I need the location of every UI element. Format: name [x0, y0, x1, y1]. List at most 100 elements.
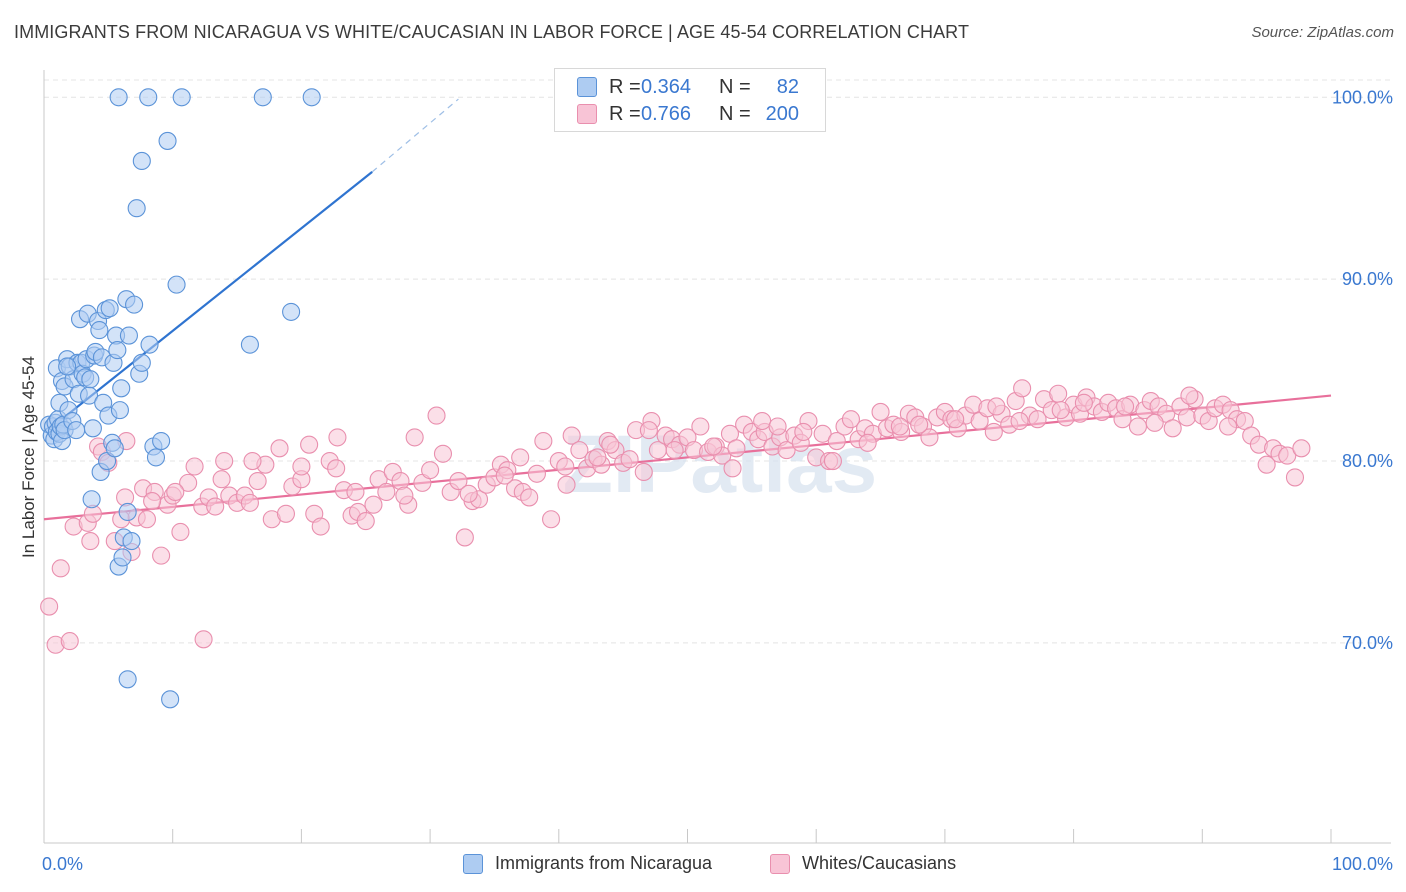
white-caucasian-point: [635, 463, 652, 480]
r-value: 0.766: [641, 103, 705, 126]
white-caucasian-point: [138, 511, 155, 528]
nicaragua-point: [173, 89, 190, 106]
white-caucasian-point: [891, 418, 908, 435]
nicaragua-point: [59, 358, 76, 375]
nicaragua-point: [119, 503, 136, 520]
white-caucasian-point: [144, 493, 161, 510]
white-caucasian-point: [406, 429, 423, 446]
nicaragua-point: [140, 89, 157, 106]
gridlines: [44, 80, 1391, 643]
white-caucasian-point: [621, 451, 638, 468]
legend-row-immigrants: R = 0.364 N = 82: [577, 75, 799, 99]
pink-swatch: [577, 104, 597, 124]
white-caucasian-point: [1129, 418, 1146, 435]
white-caucasian-point: [754, 413, 771, 430]
nicaragua-point: [109, 342, 126, 359]
white-caucasian-point: [1014, 380, 1031, 397]
white-caucasian-point: [947, 411, 964, 428]
white-caucasian-point: [1164, 420, 1181, 437]
white-caucasian-point: [241, 494, 258, 511]
nicaragua-point: [101, 300, 118, 317]
white-caucasian-point: [496, 467, 513, 484]
white-caucasian-point: [705, 438, 722, 455]
white-caucasian-point: [428, 407, 445, 424]
nicaragua-point: [110, 89, 127, 106]
y-tick-label: 70.0%: [1342, 633, 1393, 653]
white-caucasian-point: [207, 498, 224, 515]
n-label: N =: [719, 103, 753, 126]
white-caucasian-point: [277, 505, 294, 522]
white-caucasian-point: [1117, 398, 1134, 415]
nicaragua-point: [91, 322, 108, 339]
white-caucasian-point: [1178, 409, 1195, 426]
legend-item-whites: Whites/Caucasians: [770, 853, 956, 874]
white-caucasian-point: [1146, 414, 1163, 431]
white-caucasian-point: [728, 440, 745, 457]
nicaragua-point: [123, 533, 140, 550]
r-label: R =: [609, 103, 641, 126]
trend-line-nicaragua-extension: [372, 99, 458, 172]
white-caucasian-point: [859, 434, 876, 451]
r-value: 0.364: [641, 76, 705, 99]
trend-line-nicaragua: [50, 172, 372, 428]
series-legend: Immigrants from Nicaragua Whites/Caucasi…: [0, 853, 1406, 877]
nicaragua-point: [159, 132, 176, 149]
white-caucasian-point: [692, 418, 709, 435]
white-caucasian-point: [249, 473, 266, 490]
white-caucasian-point: [1075, 394, 1092, 411]
white-caucasian-point: [347, 483, 364, 500]
white-caucasian-point: [558, 476, 575, 493]
r-label: R =: [609, 76, 641, 99]
legend-item-immigrants: Immigrants from Nicaragua: [463, 853, 712, 874]
white-caucasian-point: [365, 496, 382, 513]
y-axis-label: In Labor Force | Age 45-54: [19, 356, 38, 558]
white-caucasian-point: [1293, 440, 1310, 457]
nicaragua-point: [283, 303, 300, 320]
nicaragua-point: [84, 420, 101, 437]
n-value: 82: [753, 76, 799, 99]
nicaragua-point: [153, 433, 170, 450]
white-caucasian-point: [396, 487, 413, 504]
white-caucasian-point: [528, 465, 545, 482]
white-caucasian-point: [1286, 469, 1303, 486]
nicaragua-point: [68, 422, 85, 439]
white-caucasian-point: [824, 453, 841, 470]
white-caucasian-point: [1220, 418, 1237, 435]
nicaragua-point: [168, 276, 185, 293]
white-caucasian-point: [52, 560, 69, 577]
white-caucasian-point: [328, 460, 345, 477]
white-caucasian-point: [543, 511, 560, 528]
nicaragua-point: [119, 671, 136, 688]
y-tick-label: 80.0%: [1342, 451, 1393, 471]
white-caucasian-point: [911, 416, 928, 433]
white-caucasian-point: [422, 462, 439, 479]
white-caucasian-point: [61, 633, 78, 650]
white-caucasian-point: [186, 458, 203, 475]
n-label: N =: [719, 76, 753, 99]
white-caucasian-point: [244, 453, 261, 470]
white-caucasian-point: [153, 547, 170, 564]
nicaragua-point: [141, 336, 158, 353]
white-caucasian-point: [602, 436, 619, 453]
nicaragua-point: [254, 89, 271, 106]
white-caucasian-point: [1181, 387, 1198, 404]
white-caucasian-point: [213, 471, 230, 488]
legend-label-immigrants: Immigrants from Nicaragua: [495, 853, 712, 874]
white-caucasian-point: [301, 436, 318, 453]
white-caucasian-point: [795, 423, 812, 440]
blue-swatch: [463, 854, 483, 874]
nicaragua-point: [120, 327, 137, 344]
white-caucasian-point: [216, 453, 233, 470]
y-tick-label: 100.0%: [1332, 87, 1393, 107]
nicaragua-point: [111, 402, 128, 419]
white-caucasian-point: [41, 598, 58, 615]
white-caucasian-point: [172, 523, 189, 540]
white-caucasian-point: [872, 403, 889, 420]
white-caucasian-point: [512, 449, 529, 466]
white-caucasian-point: [456, 529, 473, 546]
white-caucasian-point: [985, 423, 1002, 440]
nicaragua-point: [241, 336, 258, 353]
white-caucasian-point: [271, 440, 288, 457]
white-caucasian-point: [666, 442, 683, 459]
white-caucasian-point: [1050, 385, 1067, 402]
